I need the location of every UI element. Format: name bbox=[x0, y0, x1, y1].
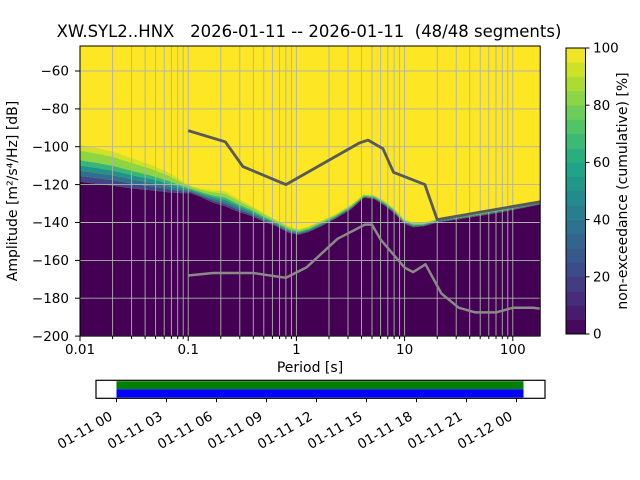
colorbar-frame bbox=[565, 47, 586, 335]
colorbar-tick-label: 100 bbox=[593, 41, 619, 57]
timeline-tick-label: 01-12 00 bbox=[455, 409, 516, 453]
colorbar-step bbox=[566, 105, 586, 120]
y-tick-label: −60 bbox=[41, 64, 70, 80]
timeline-tick-label: 01-11 00 bbox=[55, 409, 116, 453]
colorbar-step bbox=[566, 162, 586, 177]
colorbar-step bbox=[566, 62, 586, 77]
colorbar-tick-label: 60 bbox=[593, 155, 610, 171]
y-tick-label: −80 bbox=[41, 102, 70, 118]
colorbar-tick-label: 0 bbox=[593, 327, 602, 343]
x-tick-label: 0.1 bbox=[177, 342, 198, 358]
y-tick-label: −180 bbox=[32, 291, 69, 307]
x-tick-label: 1 bbox=[292, 342, 301, 358]
timeline-tick-label: 01-11 03 bbox=[105, 409, 166, 453]
timeline-tick-label: 01-11 18 bbox=[355, 409, 416, 453]
timeline-tick-label: 01-11 15 bbox=[305, 409, 366, 453]
colorbar-label: non-exceedance (cumulative) [%] bbox=[615, 72, 631, 309]
plot-frame bbox=[79, 45, 541, 337]
colorbar-step bbox=[566, 233, 586, 249]
x-axis-label: Period [s] bbox=[277, 360, 343, 376]
y-axis-label: Amplitude [m²/s⁴/Hz] [dB] bbox=[5, 101, 21, 281]
colorbar-tick-label: 80 bbox=[593, 98, 610, 114]
figure-title: XW.SYL2..HNX 2026-01-11 -- 2026-01-11 (4… bbox=[57, 22, 562, 41]
plot-axes: 0.01 0.1 1 10 100 −60 −80 −100 −120 −140 −160 −180 −… bbox=[32, 45, 541, 358]
ppsd-heatmap bbox=[80, 46, 541, 337]
x-tick-label: 100 bbox=[500, 342, 526, 358]
timeline-coverage-top bbox=[116, 381, 524, 390]
colorbar-step bbox=[566, 76, 586, 92]
colorbar-step bbox=[566, 248, 586, 263]
timeline-tick-label: 01-11 09 bbox=[205, 409, 266, 453]
nhnm-line bbox=[187, 129, 541, 222]
colorbar-step bbox=[566, 148, 586, 163]
colorbar: 0 20 40 60 80 100 bbox=[565, 41, 619, 343]
colorbar-step bbox=[566, 219, 586, 235]
plot-gridlines bbox=[80, 46, 541, 337]
timeline-tick-label: 01-11 12 bbox=[255, 409, 316, 453]
colorbar-step bbox=[566, 262, 586, 278]
timeline-coverage-bottom bbox=[116, 389, 524, 398]
noise-model-lines bbox=[187, 129, 541, 314]
colorbar-step bbox=[566, 133, 586, 149]
timeline-tick-label: 01-11 06 bbox=[155, 409, 216, 453]
colorbar-step bbox=[566, 291, 586, 306]
heatmap-0pct-region bbox=[80, 181, 541, 337]
colorbar-step bbox=[566, 191, 586, 206]
colorbar-tick-label: 40 bbox=[593, 212, 610, 228]
y-tick-label: −100 bbox=[32, 139, 69, 155]
y-tick-label: −200 bbox=[32, 329, 69, 345]
colorbar-step bbox=[566, 305, 586, 320]
colorbar-step bbox=[566, 48, 586, 63]
colorbar-step bbox=[566, 205, 586, 220]
x-tick-label: 0.01 bbox=[65, 342, 95, 358]
colorbar-tick-label: 20 bbox=[593, 270, 610, 286]
y-tick-label: −160 bbox=[32, 253, 69, 269]
y-tick-label: −120 bbox=[32, 177, 69, 193]
y-tick-label: −140 bbox=[32, 215, 69, 231]
colorbar-step bbox=[566, 119, 586, 135]
x-tick-label: 10 bbox=[396, 342, 413, 358]
nlnm-line bbox=[188, 223, 541, 314]
colorbar-step bbox=[566, 319, 586, 335]
colorbar-step bbox=[566, 276, 586, 292]
timeline-tick-label: 01-11 21 bbox=[405, 409, 466, 453]
colorbar-step bbox=[566, 176, 586, 192]
colorbar-step bbox=[566, 90, 586, 106]
